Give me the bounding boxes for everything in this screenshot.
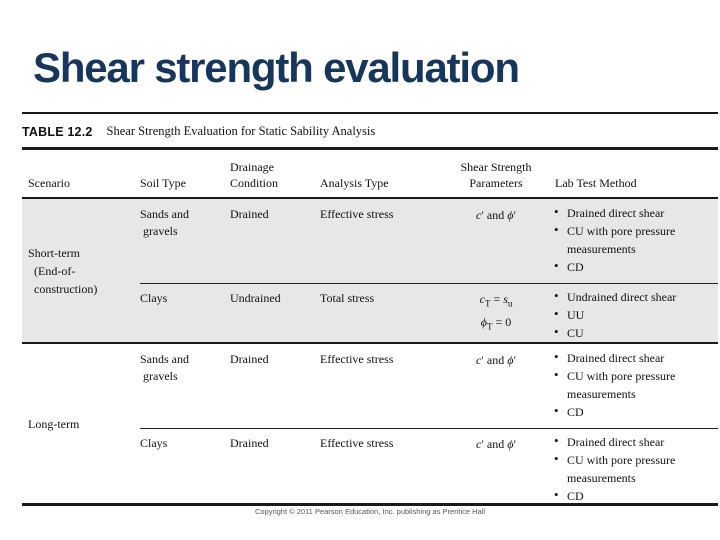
subrow-separator-rule: [140, 428, 718, 429]
header-soil-type: Soil Type: [140, 176, 186, 190]
header-analysis-type: Analysis Type: [320, 176, 389, 190]
lab-test-list: Drained direct shear CU with pore pressu…: [552, 432, 718, 505]
drainage-cell: Undrained: [230, 291, 281, 305]
lab-test-list: Drained direct shear CU with pore pressu…: [552, 203, 718, 276]
lab-test-cell: Drained direct shear CU with pore pressu…: [552, 428, 718, 505]
lab-test-item: CU: [552, 323, 718, 342]
lab-test-cell: Drained direct shear CU with pore pressu…: [552, 344, 718, 428]
lab-test-cell: Drained direct shear CU with pore pressu…: [552, 199, 718, 283]
table-caption-label: TABLE 12.2: [22, 124, 93, 139]
drainage-cell: Drained: [230, 207, 269, 221]
scenario-long-term: Long-term: [28, 416, 80, 431]
parameters-cell: c′ and ϕ′: [475, 353, 517, 367]
header-drainage-condition: Drainage Condition: [230, 160, 279, 190]
table-top-rule: [22, 112, 718, 114]
group-short-term: Short-term (End-of- construction) Sands …: [22, 199, 718, 342]
table-caption-title: Shear Strength Evaluation for Static Sab…: [106, 124, 376, 138]
lab-test-item: CD: [552, 257, 718, 276]
soil-type-cell: Clays: [140, 291, 168, 305]
parameters-cell: c′ and ϕ′: [475, 208, 517, 222]
lab-test-item: CU with pore pressure measurements: [552, 450, 718, 487]
copyright-notice: Copyright © 2011 Pearson Education, Inc.…: [254, 507, 486, 516]
lab-test-item: UU: [552, 305, 718, 324]
table-bottom-rule: [22, 503, 718, 506]
lab-test-item: Drained direct shear: [552, 432, 718, 451]
caption-bottom-rule: [22, 147, 718, 150]
soil-type-cell: Sands and gravels: [140, 352, 189, 383]
subrow-separator-rule: [140, 283, 718, 284]
analysis-cell: Effective stress: [320, 352, 394, 366]
soil-type-cell: Sands and gravels: [140, 207, 189, 238]
header-shear-strength-parameters: Shear Strength Parameters: [460, 160, 532, 190]
drainage-cell: Drained: [230, 352, 269, 366]
shear-strength-table: TABLE 12.2 Shear Strength Evaluation for…: [22, 112, 718, 506]
analysis-cell: Total stress: [320, 291, 375, 305]
header-lab-test-method: Lab Test Method: [555, 176, 637, 190]
lab-test-item: Drained direct shear: [552, 348, 718, 367]
lab-test-item: CD: [552, 402, 718, 421]
table-header-row: Scenario Soil Type Drainage Condition An…: [22, 150, 718, 197]
table-caption: TABLE 12.2 Shear Strength Evaluation for…: [22, 114, 718, 147]
lab-test-item: CD: [552, 486, 718, 505]
scenario-short-term: Short-term (End-of- construction): [28, 245, 98, 296]
drainage-cell: Drained: [230, 436, 269, 450]
header-scenario: Scenario: [28, 176, 70, 190]
lab-test-list: Drained direct shear CU with pore pressu…: [552, 348, 718, 421]
lab-test-item: CU with pore pressure measurements: [552, 366, 718, 403]
lab-test-list: Undrained direct shear UU CU: [552, 287, 718, 342]
lab-test-item: Drained direct shear: [552, 203, 718, 222]
analysis-cell: Effective stress: [320, 436, 394, 450]
page-title: Shear strength evaluation: [33, 44, 520, 91]
group-long-term: Long-term Sands and gravels Drained Effe…: [22, 344, 718, 505]
soil-type-cell: Clays: [140, 436, 168, 450]
group-separator-rule: [22, 342, 718, 344]
header-bottom-rule: [22, 197, 718, 199]
lab-test-item: CU with pore pressure measurements: [552, 221, 718, 258]
lab-test-cell: Undrained direct shear UU CU: [552, 283, 718, 342]
lab-test-item: Undrained direct shear: [552, 287, 718, 306]
analysis-cell: Effective stress: [320, 207, 394, 221]
parameters-cell: cT = su ϕT = 0: [479, 292, 513, 332]
parameters-cell: c′ and ϕ′: [475, 437, 517, 451]
